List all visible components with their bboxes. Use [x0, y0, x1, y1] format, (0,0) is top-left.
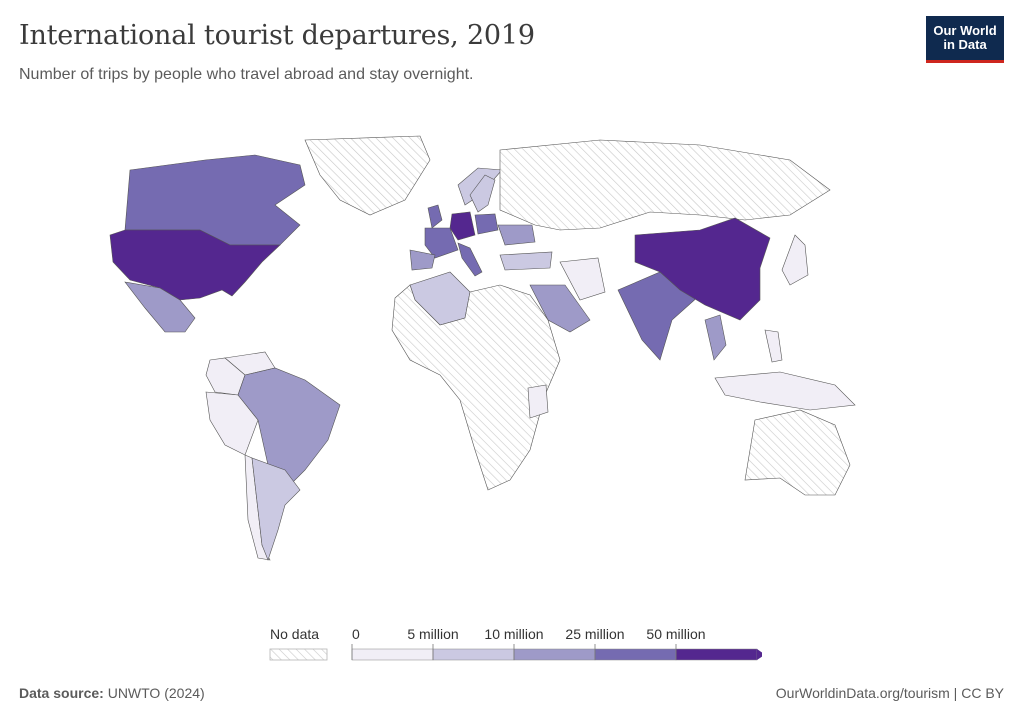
country-france[interactable]: [424, 227, 459, 259]
country-poland[interactable]: [474, 213, 499, 235]
legend-no-data-swatch[interactable]: [269, 648, 328, 661]
footer-link[interactable]: OurWorldinData.org/tourism | CC BY: [775, 685, 1004, 701]
legend-tick-label: 10 million: [484, 626, 543, 642]
country-iran[interactable]: [559, 257, 606, 301]
legend-bin-4[interactable]: [675, 648, 758, 661]
country-ukraine[interactable]: [497, 224, 536, 246]
country-sweden[interactable]: [469, 174, 496, 213]
legend-no-data-label: No data: [270, 626, 319, 642]
legend-tick-label: 25 million: [565, 626, 624, 642]
country-italy[interactable]: [457, 242, 483, 277]
data-source-value: UNWTO (2024): [107, 685, 205, 701]
country-philippines[interactable]: [764, 329, 783, 363]
logo-line-1: Our World: [933, 23, 997, 38]
country-united-states[interactable]: [109, 229, 281, 301]
country-germany[interactable]: [449, 211, 476, 241]
country-indonesia[interactable]: [714, 371, 856, 411]
country-argentina[interactable]: [251, 457, 301, 561]
country-africa-rest[interactable]: [391, 284, 561, 491]
country-mexico[interactable]: [124, 281, 196, 333]
chart-subtitle: Number of trips by people who travel abr…: [19, 66, 474, 83]
country-united-kingdom[interactable]: [427, 204, 443, 229]
country-saudi-arabia[interactable]: [529, 284, 591, 333]
country-russia[interactable]: [499, 139, 831, 231]
country-japan[interactable]: [781, 234, 809, 286]
map-legend: No data 0 5 million 10 million 25 million 50…: [262, 624, 765, 664]
data-source: Data source: UNWTO (2024): [19, 685, 205, 701]
legend-tick-label: 5 million: [407, 626, 458, 642]
country-brazil[interactable]: [237, 367, 341, 491]
legend-arrow-icon: [757, 649, 765, 660]
legend-ticks: 0 5 million 10 million 25 million 50 million: [351, 626, 706, 660]
country-spain[interactable]: [409, 249, 436, 271]
country-turkey[interactable]: [499, 251, 553, 271]
country-shapes[interactable]: [109, 135, 856, 561]
data-source-label: Data source:: [19, 685, 104, 701]
legend-tick-label: 0: [352, 626, 360, 642]
country-china[interactable]: [634, 217, 771, 321]
logo-line-2: in Data: [943, 37, 987, 52]
legend-bin-2[interactable]: [513, 648, 596, 661]
country-kenya[interactable]: [527, 384, 549, 419]
legend-tick-label: 50 million: [646, 626, 705, 642]
legend-bin-0[interactable]: [351, 648, 434, 661]
legend-bin-1[interactable]: [432, 648, 515, 661]
country-thailand[interactable]: [704, 314, 727, 361]
owid-logo[interactable]: Our World in Data: [926, 16, 1004, 63]
chart-title: International tourist departures, 2019: [19, 20, 535, 51]
country-greenland[interactable]: [304, 135, 431, 216]
legend-bin-3[interactable]: [594, 648, 677, 661]
legend-bins[interactable]: [351, 648, 765, 661]
country-australia[interactable]: [744, 409, 851, 496]
world-map[interactable]: [0, 120, 1024, 620]
